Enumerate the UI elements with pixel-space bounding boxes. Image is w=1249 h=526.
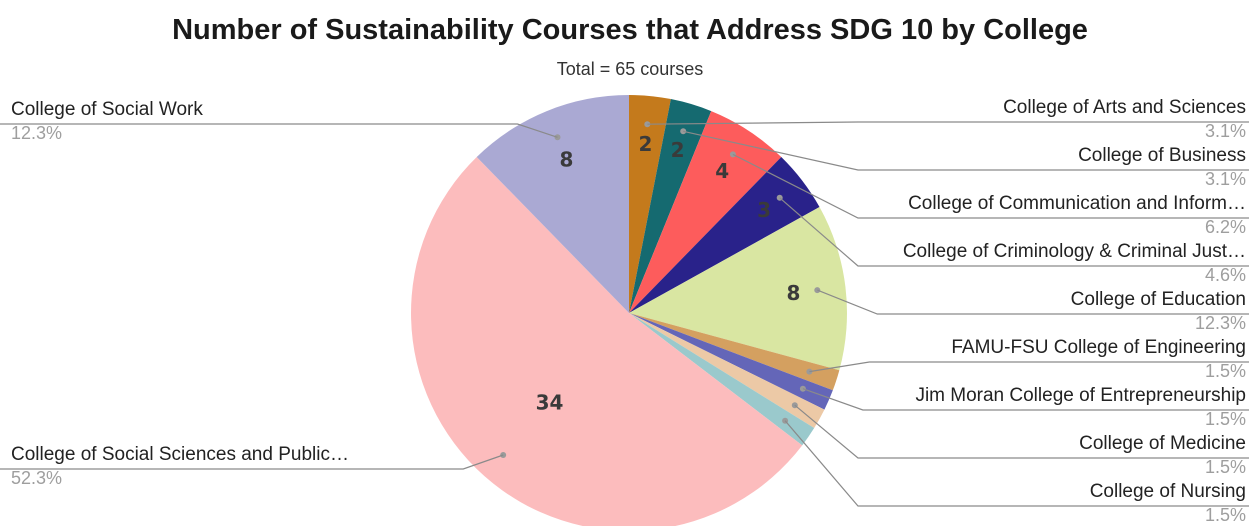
leader-line (0, 123, 558, 138)
slice-label: College of Criminology & Criminal Just… (903, 241, 1246, 262)
leader-line (0, 454, 504, 470)
slice-label: College of Nursing (1090, 481, 1246, 502)
leader-line (732, 153, 1249, 219)
slice-percent-label: 1.5% (1205, 361, 1246, 381)
pie-slice (629, 313, 840, 391)
pie-slice (629, 95, 671, 313)
pie-slice (629, 313, 825, 429)
chart-subtitle: Total = 65 courses (557, 59, 704, 79)
slice-percent-label: 3.1% (1205, 121, 1246, 141)
pie-slice (629, 207, 847, 371)
pie-slice (629, 313, 815, 446)
leader-lines (0, 121, 1249, 507)
slice-labels: College of Arts and Sciences 3.1% College … (11, 97, 1246, 525)
pie-slice (629, 313, 833, 410)
slice-value-label: 3 (757, 198, 771, 222)
chart-title: Number of Sustainability Courses that Ad… (172, 14, 1088, 46)
leader-line (683, 130, 1249, 171)
slice-label: College of Communication and Inform… (908, 193, 1246, 214)
slice-percent-label: 1.5% (1205, 409, 1246, 429)
slice-percent-label: 3.1% (1205, 169, 1246, 189)
slice-label: College of Social Sciences and Public… (11, 444, 349, 465)
leader-line (817, 289, 1249, 315)
slice-label: College of Social Work (11, 99, 203, 120)
leader-line (647, 121, 1249, 125)
slice-value-label: 4 (715, 159, 729, 183)
pie-slice (629, 111, 782, 313)
slice-percent-label: 1.5% (1205, 505, 1246, 525)
leader-line (802, 388, 1249, 411)
pie-slice (411, 157, 803, 526)
slice-label: College of Arts and Sciences (1003, 97, 1246, 118)
slice-label: College of Medicine (1079, 433, 1246, 454)
slice-label: College of Education (1071, 289, 1246, 310)
slice-value-label: 2 (671, 138, 685, 162)
slice-value-label: 8 (787, 281, 801, 305)
leader-line (784, 420, 1249, 507)
slice-percent-label: 1.5% (1205, 457, 1246, 477)
leader-line (779, 197, 1249, 267)
pie-slices (411, 95, 847, 526)
pie-slice (476, 95, 629, 313)
slice-value-label: 8 (560, 148, 574, 172)
slice-label: Jim Moran College of Entrepreneurship (915, 385, 1246, 406)
slice-percent-label: 12.3% (11, 123, 62, 143)
slice-percent-label: 4.6% (1205, 265, 1246, 285)
slice-label: College of Business (1078, 145, 1246, 166)
slice-value-labels: 2 2 4 3 8 34 8 (536, 132, 801, 415)
slice-value-label: 34 (536, 391, 564, 415)
slice-percent-label: 52.3% (11, 468, 62, 488)
pie-slice (629, 99, 712, 313)
slice-percent-label: 6.2% (1205, 217, 1246, 237)
leader-line (809, 361, 1249, 373)
slice-value-label: 2 (638, 132, 652, 156)
slice-percent-label: 12.3% (1195, 313, 1246, 333)
slice-label: FAMU-FSU College of Engineering (951, 337, 1246, 358)
pie-slice (629, 157, 820, 313)
leader-line (794, 404, 1249, 459)
